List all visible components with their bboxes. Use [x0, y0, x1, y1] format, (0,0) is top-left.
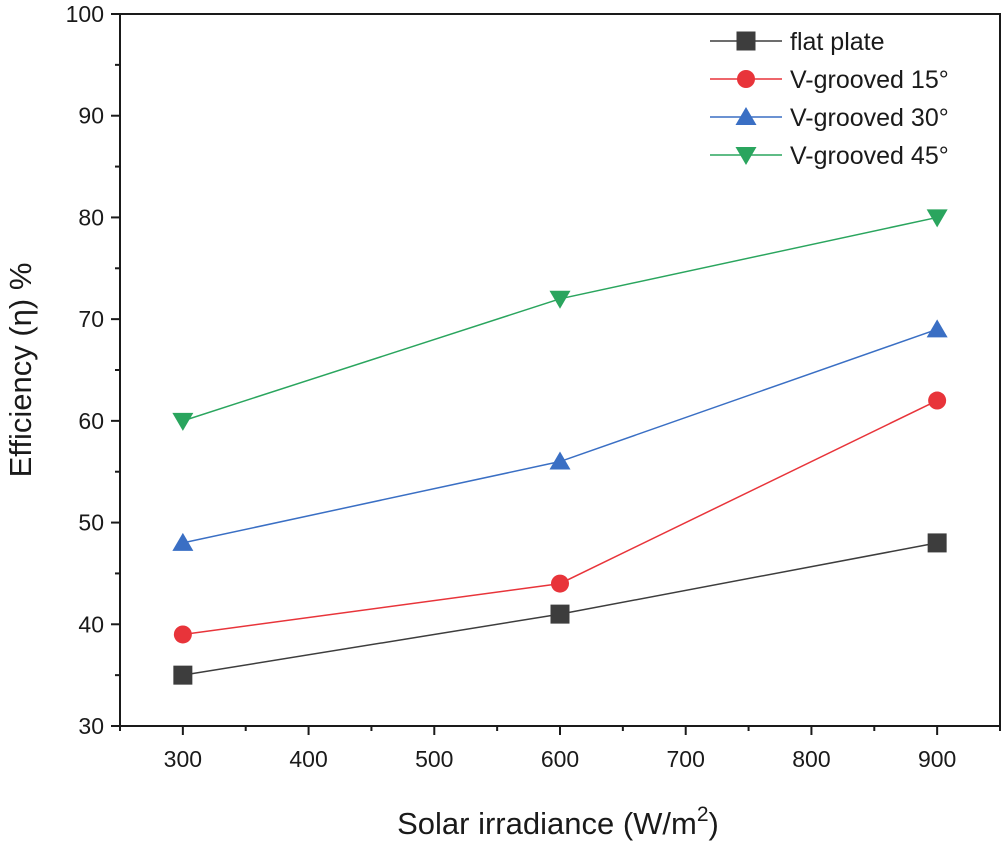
y-axis-title: Efficiency (η) % — [3, 263, 38, 478]
x-axis-title: Solar irradiance (W/m2) — [397, 803, 719, 841]
y-tick-label: 60 — [78, 408, 104, 434]
data-point — [172, 412, 194, 431]
data-point — [551, 574, 569, 593]
legend-label: V-grooved 45° — [790, 142, 949, 170]
data-point — [173, 625, 192, 644]
x-tick-label: 900 — [918, 746, 956, 772]
legend: flat plate V-grooved 15° V-grooved 30° V-gr… — [710, 28, 949, 170]
x-tick-label: 400 — [289, 746, 327, 772]
x-tick-label: 300 — [164, 746, 202, 772]
legend-marker — [735, 107, 757, 125]
y-tick-label: 100 — [66, 1, 104, 27]
data-point — [926, 319, 948, 338]
y-tick-label: 40 — [78, 611, 104, 637]
x-tick-label: 800 — [792, 746, 830, 772]
series-line-2 — [182, 399, 938, 636]
data-point — [172, 532, 194, 551]
series-line-3 — [182, 328, 938, 544]
axes: 30 40 50 60 70 80 90 100 300 400 500 600 700 800 900 — [66, 1, 1001, 772]
data-point — [550, 604, 570, 624]
legend-marker — [737, 70, 755, 88]
y-tick-label: 50 — [78, 510, 104, 536]
data-point — [926, 209, 948, 228]
y-tick-label: 70 — [78, 306, 104, 332]
y-tick-label: 30 — [78, 713, 104, 739]
y-tick-label: 80 — [78, 204, 104, 230]
data-point — [173, 665, 193, 685]
data-point — [928, 391, 947, 410]
series-markers — [172, 209, 948, 685]
legend-label: V-grooved 30° — [790, 104, 949, 132]
legend-label: V-grooved 15° — [790, 66, 949, 94]
data-point — [927, 533, 947, 553]
data-point — [549, 451, 571, 470]
series-line-4 — [182, 216, 938, 422]
data-point — [549, 290, 571, 309]
x-tick-label: 600 — [541, 746, 579, 772]
y-tick-label: 90 — [78, 103, 104, 129]
legend-marker — [736, 31, 756, 51]
legend-label: flat plate — [790, 28, 885, 56]
x-tick-label: 500 — [415, 746, 453, 772]
legend-marker — [735, 147, 757, 165]
x-tick-label: 700 — [667, 746, 705, 772]
